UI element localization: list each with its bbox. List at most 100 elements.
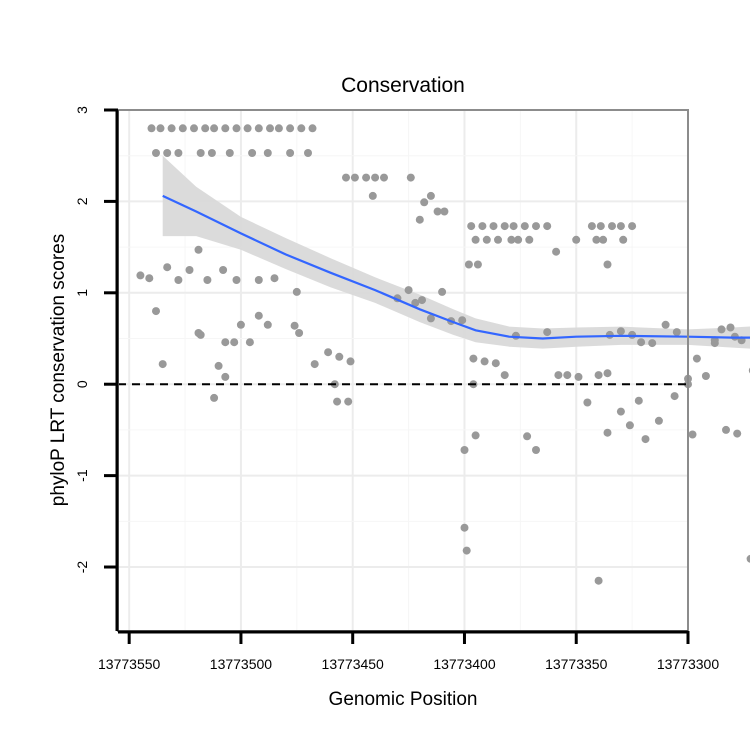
data-point [232, 276, 241, 284]
data-point [608, 222, 616, 231]
data-point [350, 173, 359, 182]
data-point [286, 124, 295, 133]
data-point [248, 149, 257, 157]
data-point [722, 425, 730, 434]
data-point [514, 235, 523, 244]
data-point [478, 222, 487, 231]
data-point [196, 330, 205, 339]
data-point [310, 360, 319, 369]
data-point [221, 372, 230, 381]
data-point [543, 328, 552, 337]
data-point [404, 286, 413, 295]
data-point [438, 287, 447, 296]
x-tick-label: 13773550 [98, 656, 161, 672]
data-point [625, 421, 634, 430]
data-point [507, 235, 516, 244]
data-point [692, 354, 701, 363]
data-point [426, 314, 435, 323]
data-point [324, 348, 333, 357]
data-point [156, 124, 165, 133]
data-point [254, 124, 263, 133]
data-point [482, 235, 491, 244]
data-point [230, 338, 239, 347]
data-point [290, 321, 299, 330]
data-point [587, 222, 596, 231]
x-tick-label: 13773400 [433, 656, 496, 672]
data-point [243, 124, 252, 133]
data-point [254, 311, 263, 320]
data-point [236, 320, 245, 329]
data-point [295, 329, 304, 337]
data-point [185, 266, 194, 274]
data-point [594, 371, 603, 380]
data-point [411, 298, 420, 307]
data-point [152, 307, 160, 316]
data-point [420, 198, 429, 207]
data-point [594, 576, 603, 585]
data-point [473, 260, 482, 269]
data-point [254, 276, 263, 284]
data-point [308, 124, 317, 133]
data-point [371, 173, 380, 182]
data-point [194, 245, 203, 254]
data-point [616, 327, 625, 336]
data-point [574, 372, 583, 381]
data-point [178, 124, 187, 133]
data-point [511, 331, 520, 340]
data-point [654, 416, 663, 425]
data-point [628, 222, 637, 231]
data-point [592, 235, 601, 244]
data-point [415, 215, 424, 224]
trend-line-layer [162, 194, 750, 340]
data-point [406, 173, 415, 182]
data-point [491, 359, 500, 368]
data-point [270, 274, 279, 283]
data-point [292, 287, 301, 296]
y-tick-label: 0 [74, 380, 90, 388]
data-point [167, 124, 176, 133]
data-point [174, 149, 183, 157]
data-point [418, 296, 426, 305]
data-point [670, 392, 679, 401]
data-point [344, 397, 353, 406]
loess-trend-line [162, 194, 750, 340]
data-point [471, 431, 480, 440]
data-point [263, 320, 272, 329]
data-point [214, 361, 223, 370]
data-point [196, 149, 205, 157]
data-point [362, 173, 371, 182]
data-point [462, 546, 471, 555]
data-point [467, 222, 476, 231]
data-point [207, 149, 216, 157]
data-point [563, 371, 572, 380]
data-point [583, 398, 592, 407]
data-point [335, 352, 344, 361]
data-point [174, 276, 183, 284]
data-point [469, 354, 478, 363]
data-point [145, 274, 154, 283]
data-point [163, 263, 172, 272]
x-axis: 13773550 13773500 13773450 13773400 13773350… [98, 630, 719, 672]
data-point [152, 149, 160, 157]
data-point [616, 407, 625, 416]
data-point [219, 266, 228, 274]
data-point [440, 207, 449, 216]
data-point [543, 222, 552, 231]
y-tick-label: 1 [74, 289, 90, 297]
data-point [221, 338, 230, 347]
data-point [203, 276, 212, 284]
data-point [616, 222, 625, 231]
data-point [525, 235, 534, 244]
data-point [500, 371, 509, 380]
data-point [163, 149, 172, 157]
data-point [426, 191, 435, 200]
x-tick-label: 13773500 [210, 656, 273, 672]
data-point [460, 446, 469, 454]
data-point [225, 149, 234, 157]
data-point [458, 316, 467, 325]
data-point [380, 173, 388, 182]
data-point [572, 235, 581, 244]
data-point [599, 235, 608, 244]
data-point [717, 325, 726, 334]
